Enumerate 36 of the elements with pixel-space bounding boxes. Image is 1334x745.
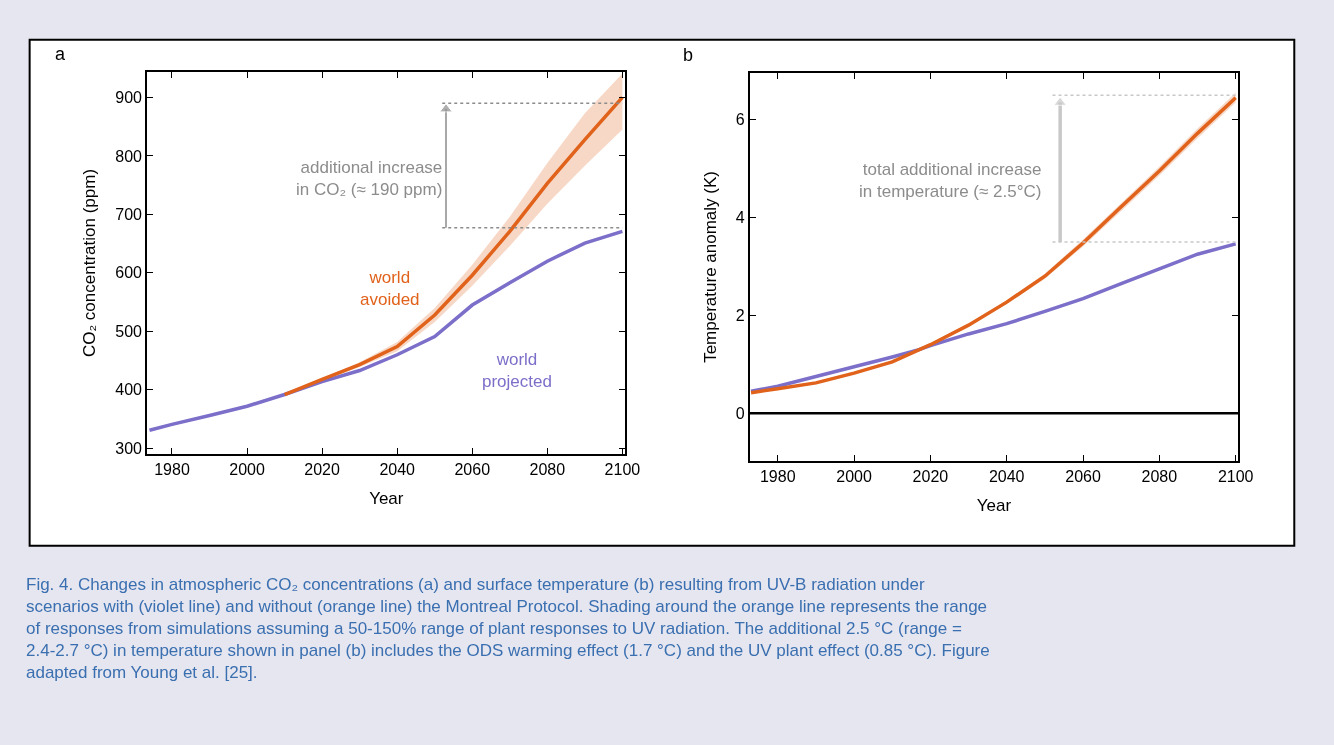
y-tick-label: 300: [115, 439, 143, 457]
x-tick-label: 2100: [604, 461, 641, 479]
x-tick-label: 2060: [1065, 468, 1101, 486]
caption: Fig. 4. Changes in atmospheric CO₂ concentrations (a) and surface temperature (b) resulting from UV-B radiation under scenarios with (violet line) and without (orange line) the Montreal Protocol. Shading around the orange line represents the range of responses from simulations assuming a 50-150% range of plant responses to UV radiation. The additional 2.5 °C (range = 2.4-2.7 °C) in temperature shown in panel (b) includes the ODS warming effect (1.7 °C) and the UV plant effect (0.85 °C). Figure adapted from Young et al. [25].: [26, 575, 990, 683]
y-axis-title: Temperature anomaly (K): [700, 171, 720, 363]
y-tick-label: 6: [735, 111, 745, 129]
x-tick-label: 2080: [1141, 468, 1178, 486]
x-tick-label: 2000: [836, 468, 872, 486]
x-tick-label: 2000: [229, 461, 265, 479]
x-tick-label: 2020: [912, 468, 949, 486]
y-tick-label: 900: [115, 89, 143, 107]
text: world projected: [482, 350, 552, 392]
y-tick-label: 2: [735, 306, 745, 324]
y-tick-label: 0: [735, 404, 745, 422]
x-tick-label: 2040: [988, 468, 1025, 486]
x-tick-label: 1980: [154, 461, 190, 479]
series-label: world avoided: [360, 268, 420, 310]
annotation: additional increase in CO₂ (≈ 190 ppm): [296, 158, 443, 200]
y-tick-label: 4: [735, 209, 745, 227]
y-tick-label: 500: [115, 322, 143, 340]
x-tick-label: 2040: [379, 461, 416, 479]
y-axis-title: CO₂ concentration (ppm): [80, 168, 100, 357]
x-axis-title: Year: [976, 496, 1012, 516]
chart-title: a: [55, 44, 66, 64]
y-tick-label: 400: [115, 381, 143, 399]
annotation: total additional increase in temperature (≈ 2.5°C): [859, 160, 1042, 202]
y-tick-label: 600: [115, 264, 143, 282]
chart-title: b: [683, 45, 694, 65]
x-tick-label: 2020: [304, 461, 341, 479]
x-axis-title: Year: [369, 489, 404, 509]
x-tick-label: 2060: [454, 461, 491, 479]
x-tick-label: 2100: [1217, 468, 1254, 486]
y-tick-label: 700: [115, 206, 143, 223]
x-tick-label: 1980: [759, 468, 796, 486]
x-tick-label: 2080: [529, 461, 566, 479]
y-tick-label: 800: [115, 147, 143, 165]
